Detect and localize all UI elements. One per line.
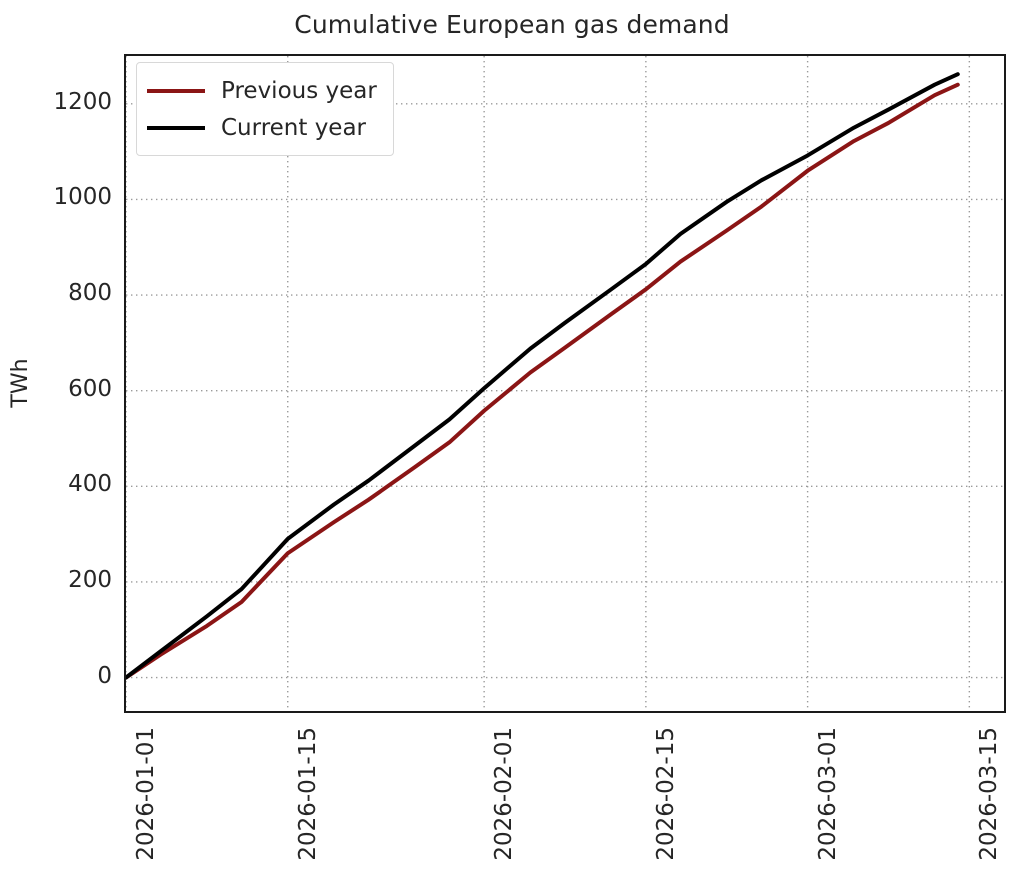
x-tick-label: 2026-03-15 [976, 727, 1003, 861]
y-tick-label: 200 [68, 566, 112, 593]
legend-label-current-year: Current year [221, 114, 367, 141]
legend-item-current-year[interactable]: Current year [147, 109, 377, 146]
y-axis-tick-labels: 0 200 400 600 800 1000 1200 [0, 0, 112, 875]
x-tick-label: 2026-01-01 [133, 727, 159, 861]
x-tick-label: 2026-03-01 [814, 727, 841, 861]
x-tick-label: 2026-01-15 [294, 727, 321, 861]
series-line-current-year [126, 72, 960, 680]
legend-swatch-previous-year [147, 88, 205, 93]
y-tick-label: 800 [68, 280, 112, 307]
y-tick-label: 0 [97, 662, 112, 689]
y-tick-label: 1000 [53, 184, 112, 211]
y-tick-label: 1200 [53, 88, 112, 115]
series-line-previous-year [126, 82, 960, 680]
data-series [126, 72, 960, 680]
chart-title: Cumulative European gas demand [294, 10, 730, 39]
x-tick-label: 2026-02-15 [652, 727, 679, 861]
legend-item-previous-year[interactable]: Previous year [147, 72, 377, 109]
plot-area [124, 54, 1006, 713]
y-tick-label: 600 [68, 375, 112, 402]
y-tick-label: 400 [68, 471, 112, 498]
legend-label-previous-year: Previous year [221, 77, 377, 104]
x-tick-label: 2026-02-01 [491, 727, 518, 861]
legend-swatch-current-year [147, 125, 205, 130]
plot-svg [126, 56, 1004, 711]
chart-legend: Previous year Current year [136, 62, 394, 156]
